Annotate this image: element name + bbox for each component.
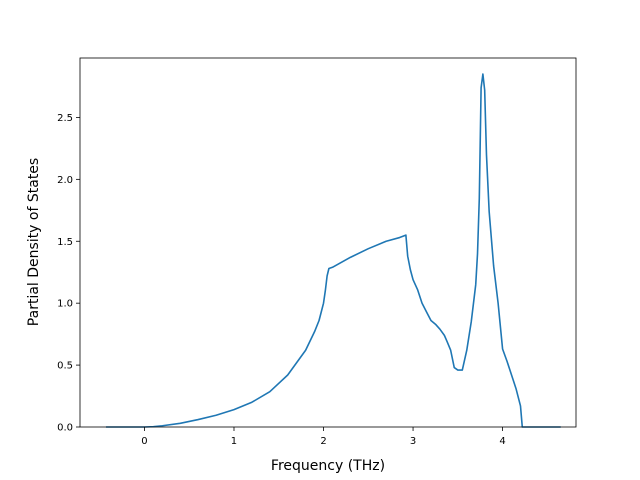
plot-area — [80, 58, 576, 427]
x-axis: 0 1 2 3 4 — [141, 427, 506, 447]
x-tick-label: 4 — [499, 436, 505, 447]
series-layer — [105, 73, 561, 428]
plot-frame — [79, 57, 577, 428]
x-tick-label: 3 — [410, 436, 416, 447]
y-axis-title: Partial Density of States — [26, 158, 42, 326]
y-tick-label: 2.0 — [57, 175, 73, 186]
y-tick-label: 0.0 — [57, 423, 73, 434]
series-line-0 — [105, 73, 561, 428]
x-axis-title: Frequency (THz) — [271, 458, 385, 474]
x-tick-label: 1 — [231, 436, 237, 447]
y-axis: 0.0 0.5 1.0 1.5 2.0 2.5 — [57, 113, 80, 434]
x-tick-label: 0 — [141, 436, 147, 447]
y-tick-label: 2.5 — [57, 113, 73, 124]
y-tick-label: 0.5 — [57, 361, 73, 372]
x-tick-label: 2 — [320, 436, 326, 447]
y-tick-label: 1.0 — [57, 299, 73, 310]
y-tick-label: 1.5 — [57, 237, 73, 248]
